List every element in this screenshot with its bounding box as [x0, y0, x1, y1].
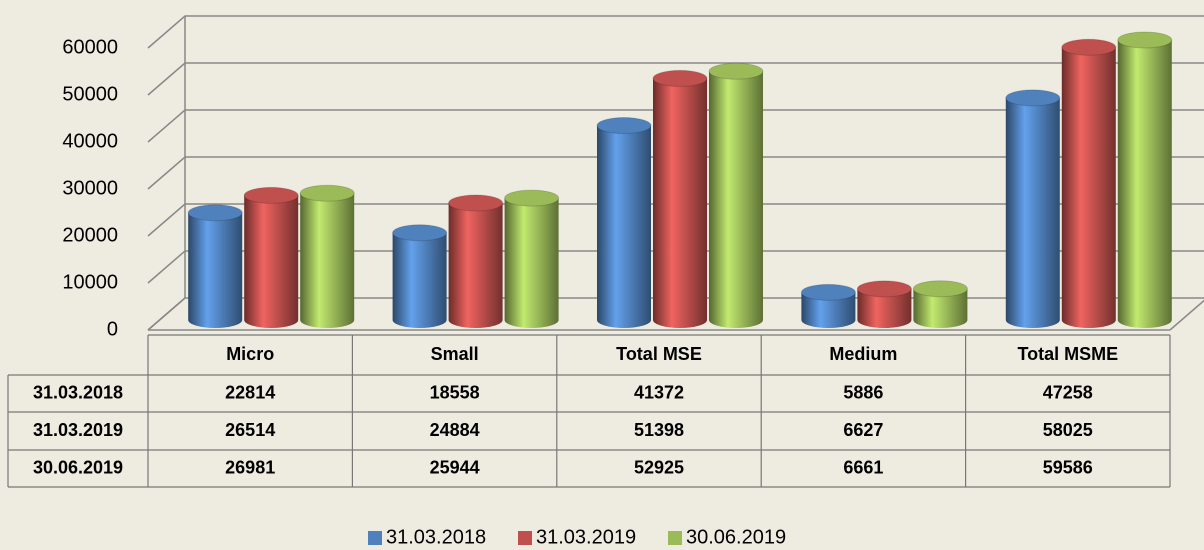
table-cell: 6661 [843, 457, 883, 477]
grid-line [147, 62, 1204, 96]
table-cell: 24884 [430, 420, 480, 440]
bar [1061, 38, 1117, 328]
row-label: 31.03.2018 [33, 382, 123, 402]
table-cell: 51398 [634, 420, 684, 440]
grid-line [147, 15, 1204, 49]
y-tick-label: 50000 [62, 83, 118, 105]
bar [187, 204, 243, 328]
table-cell: 6627 [843, 420, 883, 440]
table-header: Small [431, 344, 479, 364]
legend-label: 31.03.2018 [386, 526, 486, 548]
grid-line [147, 250, 1204, 284]
bar [800, 283, 856, 328]
y-tick-label: 10000 [62, 271, 118, 293]
legend-swatch [518, 531, 532, 545]
legend-label: 31.03.2019 [536, 526, 636, 548]
table-header: Total MSE [616, 344, 702, 364]
grid-line [147, 203, 1204, 237]
table-header: Medium [829, 344, 897, 364]
table-cell: 25944 [430, 457, 480, 477]
table-cell: 58025 [1043, 420, 1093, 440]
row-label: 30.06.2019 [33, 457, 123, 477]
bar [448, 194, 504, 328]
grid-line [147, 109, 1204, 143]
y-tick-label: 60000 [62, 36, 118, 58]
table-cell: 47258 [1043, 382, 1093, 402]
y-tick-label: 30000 [62, 177, 118, 199]
table-cell: 22814 [225, 382, 275, 402]
table-cell: 18558 [430, 382, 480, 402]
bar [243, 186, 299, 329]
table-cell: 26981 [225, 457, 275, 477]
bar [912, 280, 968, 328]
table-cell: 52925 [634, 457, 684, 477]
bar [856, 280, 912, 328]
table-cell: 5886 [843, 382, 883, 402]
bar [392, 224, 448, 328]
legend-swatch [368, 531, 382, 545]
right-wall-edge [1169, 299, 1204, 331]
bar [652, 69, 708, 328]
table-cell: 59586 [1043, 457, 1093, 477]
bar [504, 189, 560, 328]
table-cell: 41372 [634, 382, 684, 402]
table-header: Micro [226, 344, 274, 364]
bar [1117, 31, 1173, 328]
bar [1005, 89, 1061, 329]
legend-swatch [668, 531, 682, 545]
row-label: 31.03.2019 [33, 420, 123, 440]
y-tick-label: 20000 [62, 224, 118, 246]
y-tick-label: 40000 [62, 130, 118, 152]
table-cell: 26514 [225, 420, 275, 440]
y-tick-label: 0 [107, 318, 118, 340]
grid-line [147, 156, 1204, 190]
table-header: Total MSME [1017, 344, 1118, 364]
bar [596, 117, 652, 328]
bar [299, 184, 355, 328]
bar [708, 62, 764, 328]
legend-label: 30.06.2019 [686, 526, 786, 548]
